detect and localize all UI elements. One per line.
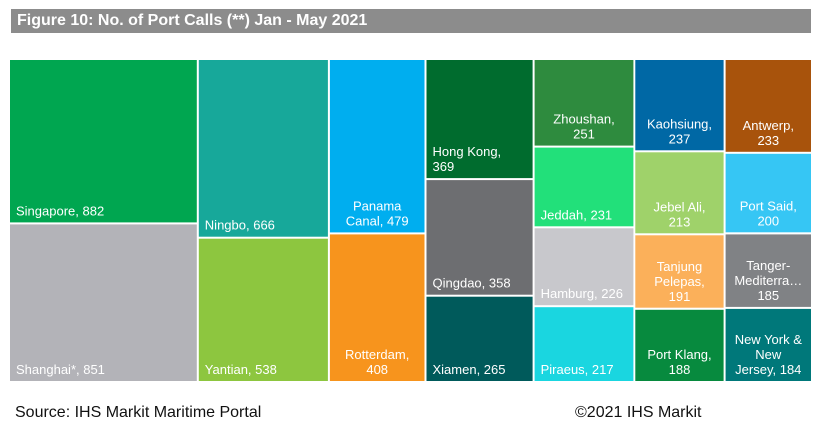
treemap-label-qingdao: Qingdao, 358 bbox=[433, 276, 511, 291]
treemap-label-shanghai: Shanghai*, 851 bbox=[16, 362, 105, 377]
treemap-label-rotterdam: Rotterdam, 408 bbox=[345, 347, 409, 377]
treemap-label-hamburg: Hamburg, 226 bbox=[541, 286, 623, 301]
treemap-tile-port-klang bbox=[635, 309, 724, 381]
treemap-label-tanjung-pelepas: Tanjung Pelepas, 191 bbox=[654, 259, 705, 304]
treemap-tile-shanghai bbox=[10, 224, 197, 381]
treemap-tile-tanger-mediterranean bbox=[725, 234, 811, 307]
treemap-tile-tanjung-pelepas bbox=[635, 235, 724, 308]
treemap-tile-singapore bbox=[10, 60, 197, 223]
treemap-tile-zhoushan bbox=[534, 60, 634, 146]
treemap-label-kaohsiung: Kaohsiung, 237 bbox=[647, 116, 712, 146]
treemap-tile-antwerp bbox=[725, 60, 811, 152]
treemap-tile-yantian bbox=[198, 238, 328, 381]
treemap-tile-jebel-ali bbox=[635, 152, 724, 234]
copyright-note: ©2021 IHS Markit bbox=[575, 404, 702, 421]
treemap-tile-kaohsiung bbox=[635, 60, 724, 151]
treemap-tile-xiamen bbox=[426, 296, 533, 381]
treemap-label-panama-canal: Panama Canal, 479 bbox=[346, 198, 409, 228]
treemap-label-hong-kong: Hong Kong, 369 bbox=[433, 144, 502, 174]
treemap-tile-port-said bbox=[725, 153, 811, 233]
treemap-label-singapore: Singapore, 882 bbox=[16, 203, 104, 218]
treemap-tile-piraeus bbox=[534, 307, 634, 381]
treemap-label-new-york-new-jersey: New York & New Jersey, 184 bbox=[735, 332, 803, 377]
treemap-tile-panama-canal bbox=[329, 60, 425, 233]
treemap-tile-rotterdam bbox=[329, 234, 425, 381]
treemap-tile-jeddah bbox=[534, 147, 634, 227]
treemap-label-piraeus: Piraeus, 217 bbox=[541, 362, 614, 377]
treemap-tile-hong-kong bbox=[426, 60, 533, 179]
treemap-label-jeddah: Jeddah, 231 bbox=[541, 207, 613, 222]
treemap-label-port-said: Port Said, 200 bbox=[740, 198, 797, 228]
treemap-tile-hamburg bbox=[534, 228, 634, 306]
treemap-label-xiamen: Xiamen, 265 bbox=[433, 362, 506, 377]
source-note: Source: IHS Markit Maritime Portal bbox=[15, 404, 262, 421]
treemap-label-ningbo: Ningbo, 666 bbox=[205, 218, 275, 233]
treemap-tile-ningbo bbox=[198, 60, 328, 237]
treemap-label-zhoushan: Zhoushan, 251 bbox=[553, 112, 614, 142]
treemap-label-port-klang: Port Klang, 188 bbox=[647, 347, 711, 377]
chart-title: Figure 10: No. of Port Calls (**) Jan - … bbox=[11, 9, 811, 33]
treemap-label-jebel-ali: Jebel Ali, 213 bbox=[653, 199, 705, 229]
treemap-label-antwerp: Antwerp, 233 bbox=[743, 118, 794, 148]
treemap-tile-new-york-new-jersey bbox=[725, 308, 811, 381]
treemap-label-yantian: Yantian, 538 bbox=[205, 362, 277, 377]
treemap-tile-qingdao bbox=[426, 180, 533, 295]
treemap-label-tanger-mediterranean: Tanger-Mediterra… 185 bbox=[734, 258, 802, 303]
